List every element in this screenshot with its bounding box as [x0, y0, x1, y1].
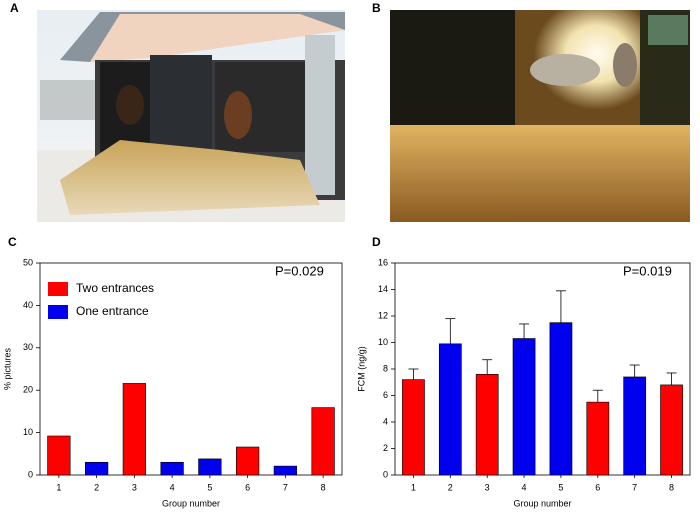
- panel-label: B: [372, 1, 381, 15]
- bar: [122, 383, 147, 476]
- bar: [47, 435, 71, 476]
- x-tick-label: 8: [321, 482, 326, 492]
- bar: [402, 379, 425, 476]
- x-tick-label: 3: [132, 482, 137, 492]
- legend-label: Two entrances: [76, 281, 154, 295]
- y-tick-label: 2: [383, 443, 388, 453]
- x-tick-label: 6: [595, 482, 600, 492]
- plot-frame: [39, 262, 343, 476]
- bar: [236, 446, 260, 476]
- legend-swatch: [48, 305, 68, 319]
- annotation: P=0.029: [275, 263, 324, 278]
- bar: [549, 322, 573, 476]
- panel-label: C: [8, 235, 17, 249]
- y-tick-label: 14: [378, 284, 388, 294]
- x-tick-label: 5: [207, 482, 212, 492]
- y-tick-label: 40: [23, 300, 33, 310]
- photo-b: [390, 10, 690, 222]
- bar: [512, 338, 536, 476]
- y-tick-label: 30: [23, 342, 33, 352]
- legend-swatch: [48, 282, 68, 296]
- x-tick-label: 1: [411, 482, 416, 492]
- panel-label: A: [10, 1, 19, 15]
- bar: [273, 465, 297, 476]
- y-tick-label: 0: [28, 469, 33, 479]
- x-tick-label: 8: [669, 482, 674, 492]
- x-tick-label: 4: [170, 482, 175, 492]
- bar: [475, 373, 499, 476]
- x-tick-label: 1: [56, 482, 61, 492]
- y-tick-label: 8: [383, 363, 388, 373]
- y-tick-label: 4: [383, 416, 388, 426]
- x-tick-label: 7: [283, 482, 288, 492]
- y-tick-label: 10: [378, 337, 388, 347]
- x-tick-label: 6: [245, 482, 250, 492]
- bar: [311, 407, 335, 476]
- legend-label: One entrance: [76, 304, 149, 318]
- y-tick-label: 20: [23, 385, 33, 395]
- y-tick-label: 6: [383, 390, 388, 400]
- y-axis-label: % pictures: [2, 347, 12, 390]
- x-tick-label: 2: [94, 482, 99, 492]
- x-axis-label: Group number: [513, 498, 571, 508]
- bar: [660, 384, 683, 476]
- bar: [198, 458, 222, 476]
- bar: [85, 461, 109, 476]
- x-tick-label: 4: [522, 482, 527, 492]
- y-tick-label: 16: [378, 257, 388, 267]
- y-axis-label: FCM (ng/g): [356, 346, 366, 392]
- x-tick-label: 2: [448, 482, 453, 492]
- y-tick-label: 0: [383, 469, 388, 479]
- y-tick-label: 10: [23, 427, 33, 437]
- bar: [438, 343, 462, 476]
- y-tick-label: 12: [378, 310, 388, 320]
- photo-a: [37, 10, 345, 222]
- bar: [586, 401, 610, 476]
- annotation: P=0.019: [623, 263, 672, 278]
- x-tick-label: 5: [558, 482, 563, 492]
- x-tick-label: 3: [485, 482, 490, 492]
- panel-label: D: [372, 235, 381, 249]
- x-tick-label: 7: [632, 482, 637, 492]
- bar: [160, 461, 184, 476]
- x-axis-label: Group number: [162, 498, 220, 508]
- y-tick-label: 50: [23, 257, 33, 267]
- bar: [623, 376, 647, 476]
